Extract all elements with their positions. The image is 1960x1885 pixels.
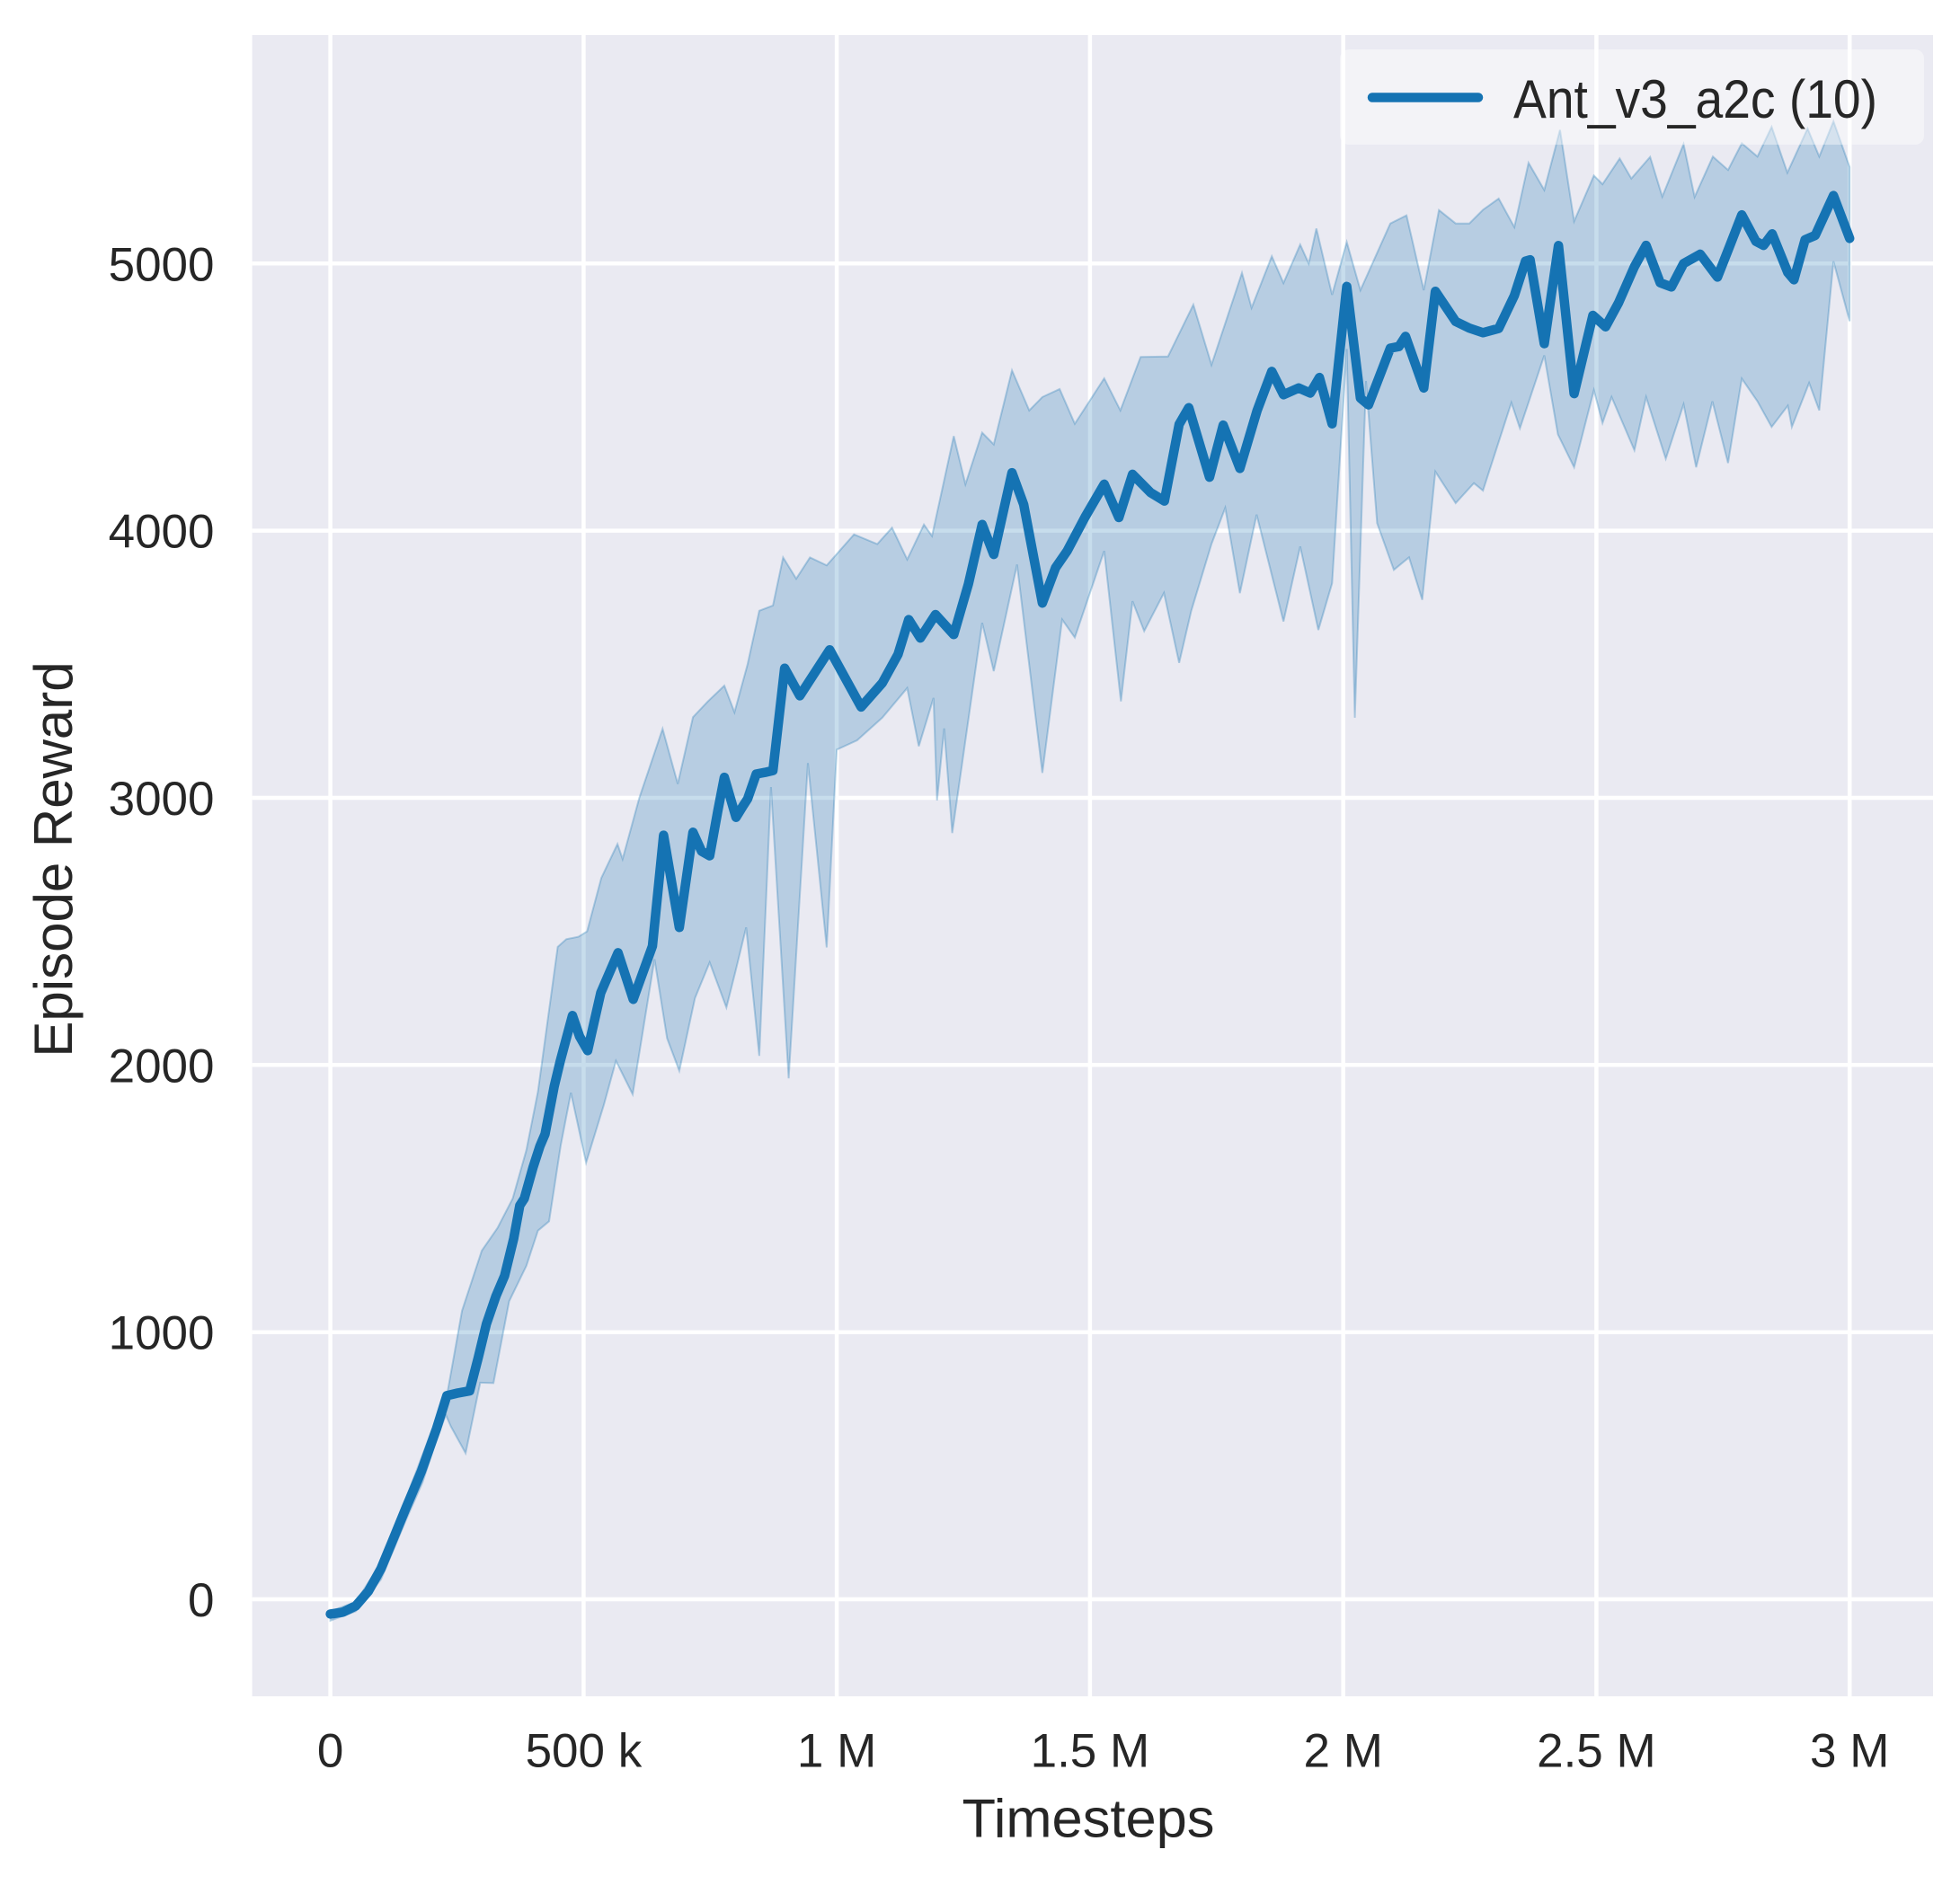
svg-text:2000: 2000 [109, 1040, 215, 1093]
svg-text:3 M: 3 M [1810, 1725, 1889, 1778]
svg-text:Timesteps: Timesteps [962, 1789, 1215, 1849]
svg-text:500 k: 500 k [526, 1725, 643, 1778]
svg-text:5000: 5000 [109, 238, 215, 291]
svg-text:1 M: 1 M [797, 1725, 876, 1778]
svg-text:2 M: 2 M [1304, 1725, 1383, 1778]
svg-text:0: 0 [188, 1574, 214, 1627]
svg-text:Ant_v3_a2c (10): Ant_v3_a2c (10) [1513, 69, 1877, 129]
svg-text:3000: 3000 [109, 773, 215, 826]
svg-text:Episode Reward: Episode Reward [23, 661, 84, 1057]
svg-text:4000: 4000 [109, 506, 215, 559]
svg-text:1.5 M: 1.5 M [1031, 1725, 1150, 1778]
svg-text:0: 0 [317, 1725, 343, 1778]
svg-text:2.5 M: 2.5 M [1537, 1725, 1656, 1778]
svg-text:1000: 1000 [109, 1307, 215, 1360]
